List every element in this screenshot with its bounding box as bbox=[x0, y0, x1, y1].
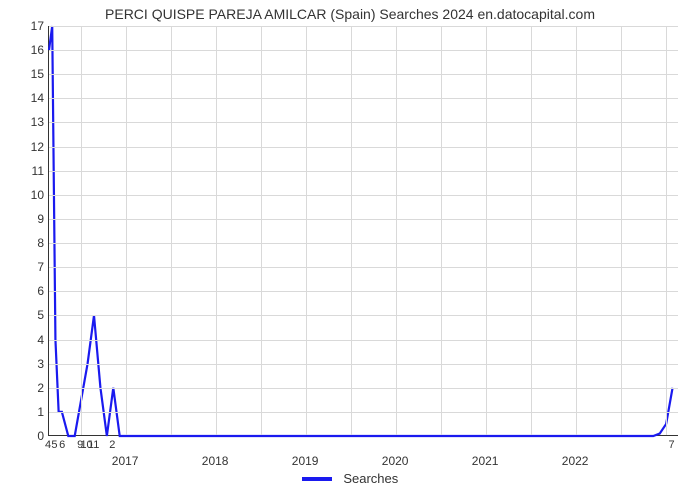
y-tick-label: 3 bbox=[4, 357, 44, 371]
gridline-h bbox=[49, 195, 678, 196]
gridline-v bbox=[441, 26, 442, 435]
y-tick-label: 12 bbox=[4, 140, 44, 154]
y-tick-label: 0 bbox=[4, 429, 44, 443]
y-tick-label: 16 bbox=[4, 43, 44, 57]
plot-area bbox=[48, 26, 678, 436]
chart-title: PERCI QUISPE PAREJA AMILCAR (Spain) Sear… bbox=[0, 6, 700, 22]
gridline-v bbox=[261, 26, 262, 435]
gridline-h bbox=[49, 98, 678, 99]
y-tick-label: 1 bbox=[4, 405, 44, 419]
y-tick-label: 2 bbox=[4, 381, 44, 395]
gridline-h bbox=[49, 122, 678, 123]
legend-label: Searches bbox=[343, 471, 398, 486]
x-tick-minor: 4 bbox=[45, 439, 51, 451]
gridline-v bbox=[216, 26, 217, 435]
x-tick-minor: 6 bbox=[59, 439, 65, 451]
gridline-h bbox=[49, 315, 678, 316]
gridline-v bbox=[531, 26, 532, 435]
gridline-v bbox=[171, 26, 172, 435]
gridline-h bbox=[49, 219, 678, 220]
gridline-h bbox=[49, 26, 678, 27]
gridline-h bbox=[49, 74, 678, 75]
gridline-v bbox=[306, 26, 307, 435]
gridline-v bbox=[666, 26, 667, 435]
gridline-h bbox=[49, 50, 678, 51]
gridline-v bbox=[621, 26, 622, 435]
gridline-h bbox=[49, 243, 678, 244]
y-tick-label: 7 bbox=[4, 260, 44, 274]
gridline-v bbox=[486, 26, 487, 435]
x-tick-year: 2020 bbox=[382, 454, 409, 468]
gridline-v bbox=[351, 26, 352, 435]
y-tick-label: 13 bbox=[4, 115, 44, 129]
x-tick-year: 2018 bbox=[202, 454, 229, 468]
y-tick-label: 5 bbox=[4, 308, 44, 322]
y-tick-label: 4 bbox=[4, 333, 44, 347]
x-tick-minor: 7 bbox=[669, 439, 675, 451]
y-tick-label: 17 bbox=[4, 19, 44, 33]
gridline-h bbox=[49, 412, 678, 413]
y-tick-label: 8 bbox=[4, 236, 44, 250]
x-tick-minor: 5 bbox=[51, 439, 57, 451]
gridline-h bbox=[49, 147, 678, 148]
series-line bbox=[49, 26, 679, 436]
legend: Searches bbox=[0, 470, 700, 486]
y-tick-label: 11 bbox=[4, 164, 44, 178]
x-tick-year: 2017 bbox=[112, 454, 139, 468]
gridline-h bbox=[49, 364, 678, 365]
x-tick-year: 2022 bbox=[562, 454, 589, 468]
x-tick-minor: 11 bbox=[88, 439, 99, 451]
x-tick-minor: 2 bbox=[109, 439, 115, 451]
line-chart: PERCI QUISPE PAREJA AMILCAR (Spain) Sear… bbox=[0, 0, 700, 500]
y-tick-label: 14 bbox=[4, 91, 44, 105]
gridline-h bbox=[49, 340, 678, 341]
gridline-h bbox=[49, 171, 678, 172]
gridline-v bbox=[126, 26, 127, 435]
y-tick-label: 10 bbox=[4, 188, 44, 202]
gridline-v bbox=[81, 26, 82, 435]
x-tick-year: 2021 bbox=[472, 454, 499, 468]
gridline-h bbox=[49, 388, 678, 389]
gridline-h bbox=[49, 267, 678, 268]
y-tick-label: 6 bbox=[4, 284, 44, 298]
y-tick-label: 15 bbox=[4, 67, 44, 81]
gridline-v bbox=[396, 26, 397, 435]
y-tick-label: 9 bbox=[4, 212, 44, 226]
x-tick-year: 2019 bbox=[292, 454, 319, 468]
gridline-h bbox=[49, 291, 678, 292]
legend-swatch bbox=[302, 477, 332, 481]
gridline-v bbox=[576, 26, 577, 435]
